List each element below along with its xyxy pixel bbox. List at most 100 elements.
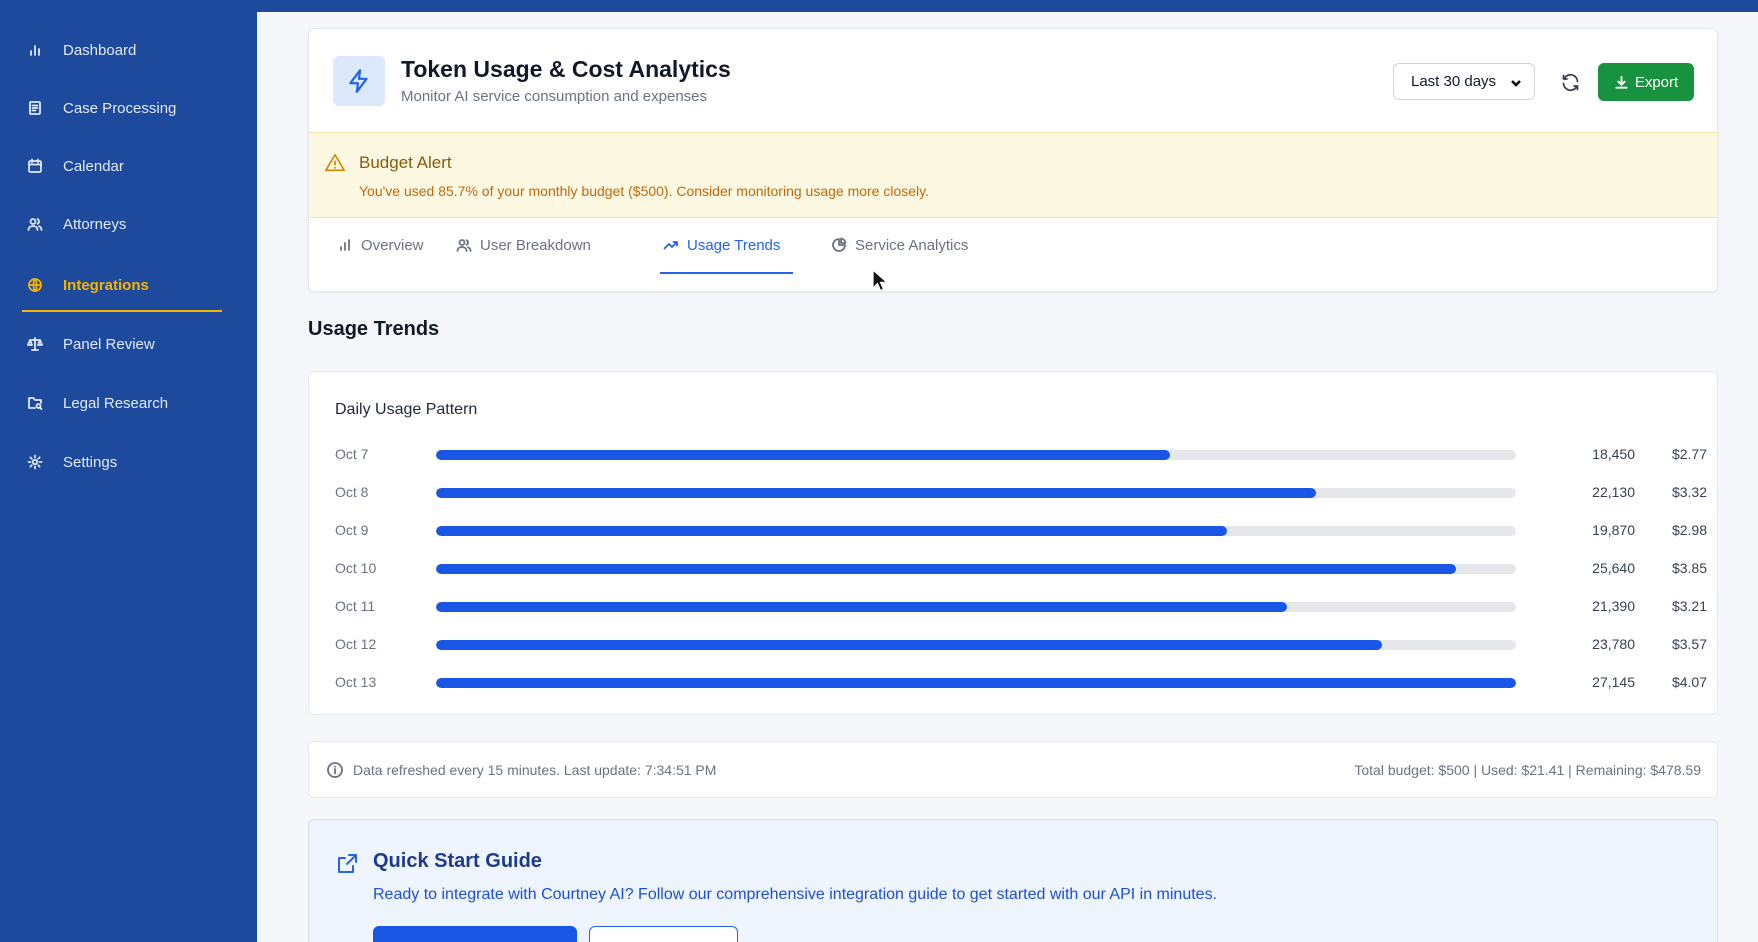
analytics-card: Token Usage & Cost Analytics Monitor AI … [308,28,1718,292]
bar [436,450,1171,460]
bar-track [436,602,1516,612]
tab-user-breakdown[interactable]: User Breakdown [456,231,591,259]
bar-category-label: Oct 12 [335,636,377,652]
sidebar-item-panel-review[interactable]: Panel Review [0,324,257,364]
budget-summary: Total budget: $500 | Used: $21.41 | Rema… [1354,762,1701,778]
bar [436,488,1317,498]
bar [436,640,1383,650]
chart-title: Daily Usage Pattern [335,401,478,418]
quick-start-text: Ready to integrate with Courtney AI? Fol… [373,886,1218,903]
bar-track [436,488,1516,498]
bar-row: Oct 9 19,870 $2.98 [309,518,1719,544]
bar-value-label: 22,130 [1592,484,1635,500]
sidebar-item-case-processing[interactable]: Case Processing [0,88,257,128]
tab-label: Usage Trends [687,236,781,254]
users-icon [456,239,472,252]
sidebar-item-dashboard[interactable]: Dashboard [0,30,257,70]
scale-icon [26,335,44,353]
warning-icon [324,152,346,174]
export-button[interactable]: Export [1598,63,1694,101]
bar-cost-label: $4.07 [1671,674,1707,690]
folder-search-icon [26,394,44,412]
info-icon [326,761,344,779]
sidebar-item-label: Integrations [63,276,149,294]
top-bar [257,0,1758,12]
bar-category-label: Oct 7 [335,446,369,462]
bar-value-label: 19,870 [1592,522,1635,538]
export-label: Export [1634,73,1679,91]
sidebar: Dashboard Case Processing Calendar Attor… [0,0,257,942]
refresh-status: Data refreshed every 15 minutes. Last up… [353,762,717,778]
sidebar-item-label: Calendar [63,157,124,175]
date-range-select[interactable]: Last 30 days [1393,63,1535,100]
sidebar-item-legal-research[interactable]: Legal Research [0,383,257,423]
date-range-value: Last 30 days [1411,73,1497,90]
bar-value-label: 23,780 [1592,636,1635,652]
bar-row: Oct 8 22,130 $3.32 [309,480,1719,506]
budget-alert: Budget Alert You've used 85.7% of your m… [309,132,1717,218]
sidebar-item-calendar[interactable]: Calendar [0,146,257,186]
tab-service-analytics[interactable]: Service Analytics [831,231,968,259]
bar-track [436,564,1516,574]
bar [436,602,1288,612]
refresh-icon [1562,73,1578,91]
page-title: Token Usage & Cost Analytics [401,56,731,82]
bar-cost-label: $2.77 [1671,446,1707,462]
bar-row: Oct 12 23,780 $3.57 [309,632,1719,658]
tab-label: Overview [361,236,424,254]
bar-value-label: 21,390 [1592,598,1635,614]
sidebar-item-label: Case Processing [63,99,177,117]
sidebar-item-integrations[interactable]: Integrations [0,265,257,305]
refresh-info-bar: Data refreshed every 15 minutes. Last up… [308,741,1718,798]
quick-start-title: Quick Start Guide [373,850,542,872]
calendar-icon [26,157,44,175]
bar-row: Oct 10 25,640 $3.85 [309,556,1719,582]
bar-track [436,640,1516,650]
sidebar-item-label: Panel Review [63,335,155,353]
bar-track [436,450,1516,460]
bar [436,564,1457,574]
bar-category-label: Oct 10 [335,560,377,576]
alert-message: You've used 85.7% of your monthly budget… [359,183,930,199]
active-indicator [22,310,222,312]
gear-icon [26,453,44,471]
sidebar-item-label: Legal Research [63,394,169,412]
bar-chart-icon [26,41,44,59]
document-icon [26,99,44,117]
pie-chart-icon [832,237,847,252]
mouse-cursor [872,269,888,292]
download-icon [1615,75,1628,89]
bar-row: Oct 11 21,390 $3.21 [309,594,1719,620]
chevron-down-icon [1510,76,1522,88]
tab-active-underline [660,272,793,274]
sidebar-item-attorneys[interactable]: Attorneys [0,204,257,244]
quick-start-secondary-button[interactable] [589,926,738,942]
bar-category-label: Oct 9 [335,522,369,538]
bar-cost-label: $3.85 [1671,560,1707,576]
globe-icon [26,276,44,294]
bar-value-label: 27,145 [1592,674,1635,690]
page-subtitle: Monitor AI service consumption and expen… [401,88,707,105]
sidebar-item-label: Dashboard [63,41,137,59]
bar-cost-label: $2.98 [1671,522,1707,538]
quick-start-primary-button[interactable] [373,926,577,942]
bar [436,678,1516,688]
bar-cost-label: $3.57 [1671,636,1707,652]
tab-label: User Breakdown [480,236,591,254]
tab-overview[interactable]: Overview [337,231,424,259]
lightning-icon [333,56,385,106]
bar-category-label: Oct 11 [335,598,376,614]
bar-category-label: Oct 8 [335,484,369,500]
trending-up-icon [663,241,678,250]
sidebar-item-settings[interactable]: Settings [0,442,257,482]
section-title: Usage Trends [308,318,440,340]
users-icon [26,215,44,233]
tab-label: Service Analytics [855,236,969,254]
daily-usage-chart: Daily Usage Pattern Oct 7 18,450 $2.77 Oct … [308,371,1718,715]
alert-title: Budget Alert [359,153,452,172]
refresh-button[interactable] [1553,65,1587,99]
tab-usage-trends[interactable]: Usage Trends [663,231,780,259]
bar-value-label: 18,450 [1592,446,1635,462]
bar [436,526,1227,536]
bar-cost-label: $3.32 [1671,484,1707,500]
